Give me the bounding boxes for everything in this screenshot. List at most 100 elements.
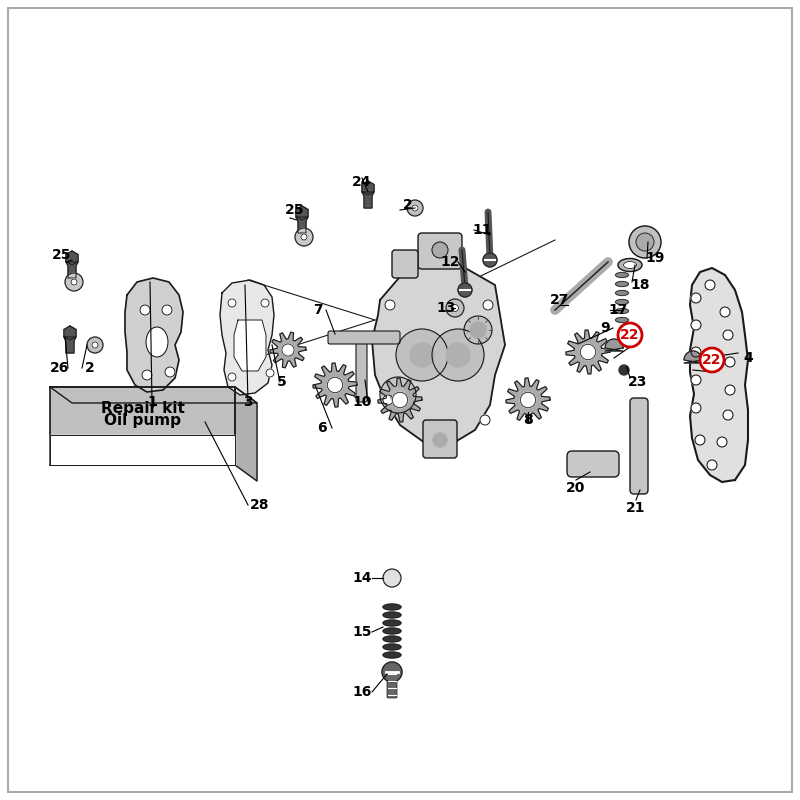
Text: 10: 10 <box>352 395 372 409</box>
Text: 1: 1 <box>147 395 157 409</box>
Ellipse shape <box>383 636 401 642</box>
Text: 19: 19 <box>646 251 665 265</box>
Ellipse shape <box>615 290 629 295</box>
Circle shape <box>383 569 401 587</box>
Text: 15: 15 <box>352 625 372 639</box>
FancyBboxPatch shape <box>392 250 418 278</box>
Circle shape <box>619 365 629 375</box>
Circle shape <box>433 433 447 447</box>
Circle shape <box>392 392 408 408</box>
Ellipse shape <box>383 644 401 650</box>
FancyBboxPatch shape <box>567 451 619 477</box>
Text: 2: 2 <box>85 361 95 375</box>
Text: 24: 24 <box>352 175 372 189</box>
Circle shape <box>390 387 406 403</box>
Text: 6: 6 <box>317 421 327 435</box>
Circle shape <box>691 403 701 413</box>
Polygon shape <box>220 280 274 395</box>
Circle shape <box>480 415 490 425</box>
FancyBboxPatch shape <box>356 336 367 402</box>
FancyBboxPatch shape <box>423 420 457 458</box>
Circle shape <box>458 283 472 297</box>
Text: 27: 27 <box>550 293 570 307</box>
Ellipse shape <box>615 273 629 278</box>
Polygon shape <box>235 387 257 481</box>
Text: 17: 17 <box>608 303 628 317</box>
Polygon shape <box>50 387 257 403</box>
Text: 22: 22 <box>702 353 722 367</box>
Circle shape <box>451 305 458 311</box>
Circle shape <box>483 300 493 310</box>
Ellipse shape <box>618 258 642 271</box>
Circle shape <box>691 293 701 303</box>
FancyBboxPatch shape <box>630 398 648 494</box>
Text: 7: 7 <box>313 303 323 317</box>
Circle shape <box>407 200 423 216</box>
Ellipse shape <box>383 604 401 610</box>
Circle shape <box>446 343 470 367</box>
Ellipse shape <box>146 327 168 357</box>
Circle shape <box>228 373 236 381</box>
Polygon shape <box>296 206 308 220</box>
Polygon shape <box>66 251 78 265</box>
Text: 8: 8 <box>523 413 533 427</box>
Text: 12: 12 <box>440 255 460 269</box>
Ellipse shape <box>383 620 401 626</box>
Text: 21: 21 <box>626 501 646 515</box>
Circle shape <box>140 305 150 315</box>
Circle shape <box>483 253 497 267</box>
Circle shape <box>383 395 393 405</box>
Circle shape <box>446 299 464 317</box>
Ellipse shape <box>615 299 629 305</box>
Polygon shape <box>362 181 374 195</box>
Polygon shape <box>50 387 235 465</box>
Text: 2: 2 <box>403 198 413 212</box>
Text: 25: 25 <box>52 248 72 262</box>
Circle shape <box>228 299 236 307</box>
Text: 22: 22 <box>620 328 640 342</box>
Text: 13: 13 <box>436 301 456 315</box>
Circle shape <box>432 329 484 381</box>
Circle shape <box>717 437 727 447</box>
Polygon shape <box>566 330 610 374</box>
Polygon shape <box>270 332 306 368</box>
Circle shape <box>725 385 735 395</box>
Circle shape <box>636 233 654 251</box>
Ellipse shape <box>383 628 401 634</box>
Circle shape <box>412 205 418 211</box>
Circle shape <box>470 322 486 338</box>
Circle shape <box>162 305 172 315</box>
Ellipse shape <box>383 652 401 658</box>
Polygon shape <box>690 268 748 482</box>
Circle shape <box>695 435 705 445</box>
Circle shape <box>266 369 274 377</box>
Circle shape <box>92 342 98 348</box>
Circle shape <box>725 357 735 367</box>
Text: 18: 18 <box>630 278 650 292</box>
FancyBboxPatch shape <box>418 233 462 269</box>
Ellipse shape <box>615 309 629 314</box>
Polygon shape <box>372 260 505 445</box>
Circle shape <box>261 299 269 307</box>
Text: 3: 3 <box>243 395 253 409</box>
Circle shape <box>87 337 103 353</box>
Circle shape <box>396 329 448 381</box>
Polygon shape <box>50 435 235 465</box>
Circle shape <box>723 330 733 340</box>
Circle shape <box>327 378 342 393</box>
Circle shape <box>618 323 642 347</box>
Text: Repair kit: Repair kit <box>101 402 185 416</box>
Circle shape <box>723 410 733 420</box>
Polygon shape <box>296 217 308 233</box>
Circle shape <box>142 370 152 380</box>
Polygon shape <box>313 363 357 407</box>
Text: 5: 5 <box>277 375 287 389</box>
Ellipse shape <box>615 318 629 322</box>
Polygon shape <box>64 326 76 340</box>
Circle shape <box>301 234 307 240</box>
Polygon shape <box>64 337 76 353</box>
Circle shape <box>691 375 701 385</box>
Text: 14: 14 <box>352 571 372 585</box>
Ellipse shape <box>615 282 629 286</box>
Circle shape <box>71 279 77 285</box>
